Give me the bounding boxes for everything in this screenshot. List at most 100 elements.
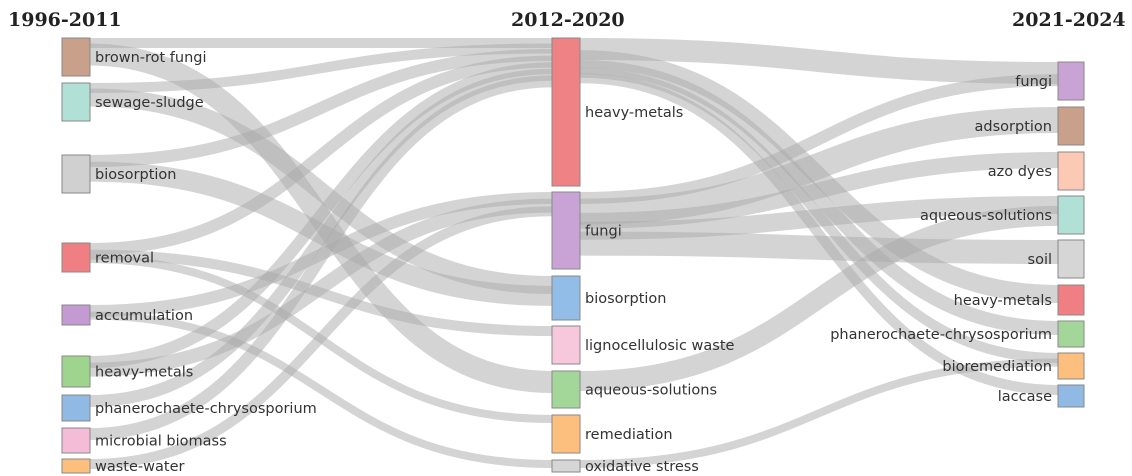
flow-c0-biosorption-to-c1-biosorption — [89, 161, 553, 306]
node-c2-aqueous-solutions: aqueous-solutions — [920, 195, 1085, 235]
node-bar-c1-fungi — [551, 191, 581, 270]
node-c1-remediation: remediation — [551, 414, 673, 454]
node-c1-oxidative-stress: oxidative stress — [551, 459, 699, 475]
node-label-c1-biosorption: biosorption — [585, 291, 666, 307]
flow-c0-removal-to-c1-lignocellulosic-waste — [89, 249, 553, 336]
node-label-c1-aqueous-solutions: aqueous-solutions — [585, 383, 717, 399]
node-label-c1-fungi: fungi — [585, 224, 622, 240]
node-bar-c2-azo-dyes — [1057, 151, 1085, 191]
flow-c0-accumulation-to-c1-oxidative-stress — [89, 311, 553, 468]
column-title-2: 2012-2020 — [511, 9, 625, 31]
node-c0-heavy-metals: heavy-metals — [61, 355, 193, 388]
node-bar-c2-bioremediation — [1057, 352, 1085, 380]
node-bar-c2-phanerochaete-chrysosporium — [1057, 320, 1085, 348]
flow-c1-heavy-metals-to-c2-laccase — [579, 73, 1059, 395]
flow-c1-fungi-to-c2-adsorption — [579, 107, 1059, 225]
node-bar-c0-waste-water — [61, 458, 91, 474]
flow-c1-oxidative-stress-to-c2-bioremediation — [579, 358, 1059, 468]
node-c2-bioremediation: bioremediation — [942, 352, 1085, 380]
flow-c1-heavy-metals-to-c2-fungi — [579, 38, 1059, 84]
node-label-c2-azo-dyes: azo dyes — [988, 164, 1052, 180]
node-bar-c0-removal — [61, 242, 91, 273]
node-label-c0-brown-rot-fungi: brown-rot fungi — [95, 50, 207, 66]
node-c2-azo-dyes: azo dyes — [988, 151, 1085, 191]
node-bar-c0-microbial-biomass — [61, 427, 91, 454]
node-c0-removal: removal — [61, 242, 154, 273]
node-label-c0-sewage-sludge: sewage-sludge — [95, 95, 204, 111]
node-bar-c1-remediation — [551, 414, 581, 454]
node-c1-lignocellulosic-waste: lignocellulosic waste — [551, 325, 735, 365]
node-label-c0-biosorption: biosorption — [95, 167, 176, 183]
node-label-c2-fungi: fungi — [1015, 74, 1052, 90]
node-c0-phanerochaete-chrysosporium: phanerochaete-chrysosporium — [61, 394, 317, 422]
node-bar-c1-biosorption — [551, 275, 581, 321]
node-label-c0-heavy-metals: heavy-metals — [95, 365, 193, 381]
flow-c0-brown-rot-fungi-to-c1-aqueous-solutions — [89, 43, 553, 393]
column-titles: 1996-2011 2012-2020 2021-2024 — [8, 9, 1126, 31]
node-c2-laccase: laccase — [998, 384, 1085, 408]
flow-layer — [89, 37, 1059, 469]
column-title-1: 1996-2011 — [8, 9, 122, 31]
flow-c0-biosorption-to-c1-heavy-metals — [89, 49, 553, 167]
node-c2-heavy-metals: heavy-metals — [954, 284, 1085, 316]
node-label-c2-aqueous-solutions: aqueous-solutions — [920, 208, 1052, 224]
flow-c1-fungi-to-c2-aqueous-solutions — [579, 196, 1059, 240]
flow-c1-aqueous-solutions-to-c2-aqueous-solutions — [579, 205, 1059, 391]
node-label-c2-bioremediation: bioremediation — [942, 359, 1052, 375]
node-c2-soil: soil — [1028, 239, 1085, 279]
node-c0-accumulation: accumulation — [61, 304, 193, 326]
node-c0-waste-water: waste-water — [61, 458, 184, 475]
node-bar-c2-laccase — [1057, 384, 1085, 408]
node-c1-aqueous-solutions: aqueous-solutions — [551, 370, 717, 409]
flow-c1-fungi-to-c2-azo-dyes — [579, 152, 1059, 229]
node-label-c1-remediation: remediation — [585, 427, 673, 443]
node-label-c2-phanerochaete-chrysosporium: phanerochaete-chrysosporium — [830, 327, 1052, 343]
column-title-3: 2021-2024 — [1012, 9, 1126, 31]
node-c1-biosorption: biosorption — [551, 275, 666, 321]
node-label-c0-removal: removal — [95, 251, 154, 267]
node-label-c2-heavy-metals: heavy-metals — [954, 293, 1052, 309]
node-bar-c0-sewage-sludge — [61, 82, 91, 122]
node-c0-sewage-sludge: sewage-sludge — [61, 82, 204, 122]
node-label-c0-accumulation: accumulation — [95, 308, 193, 324]
node-bar-c0-accumulation — [61, 304, 91, 326]
node-label-c2-laccase: laccase — [998, 389, 1052, 405]
node-label-c1-oxidative-stress: oxidative stress — [585, 459, 699, 475]
node-bar-c0-phanerochaete-chrysosporium — [61, 394, 91, 422]
node-layer: brown-rot fungi sewage-sludge biosorption r… — [61, 37, 1085, 475]
node-bar-c2-soil — [1057, 239, 1085, 279]
flow-c0-removal-to-c1-heavy-metals — [89, 55, 553, 255]
node-label-c1-heavy-metals: heavy-metals — [585, 105, 683, 121]
node-bar-c2-adsorption — [1057, 106, 1085, 146]
node-c1-fungi: fungi — [551, 191, 622, 270]
node-label-c0-phanerochaete-chrysosporium: phanerochaete-chrysosporium — [95, 401, 317, 417]
node-label-c2-adsorption: adsorption — [975, 119, 1052, 135]
node-c2-adsorption: adsorption — [975, 106, 1085, 146]
node-label-c0-waste-water: waste-water — [95, 459, 184, 475]
node-label-c1-lignocellulosic-waste: lignocellulosic waste — [585, 338, 735, 354]
flow-c0-sewage-sludge-to-c1-heavy-metals — [89, 43, 553, 93]
node-c0-microbial-biomass: microbial biomass — [61, 427, 227, 454]
node-bar-c0-heavy-metals — [61, 355, 91, 388]
node-c0-biosorption: biosorption — [61, 154, 176, 194]
flow-c0-sewage-sludge-to-c1-biosorption — [89, 88, 553, 294]
flow-c1-fungi-to-c2-fungi — [579, 74, 1059, 204]
node-bar-c2-fungi — [1057, 61, 1085, 101]
node-bar-c0-brown-rot-fungi — [61, 37, 91, 77]
node-bar-c2-aqueous-solutions — [1057, 195, 1085, 235]
node-bar-c1-aqueous-solutions — [551, 370, 581, 409]
node-c2-fungi: fungi — [1015, 61, 1085, 101]
node-bar-c1-lignocellulosic-waste — [551, 325, 581, 365]
flow-c0-removal-to-c1-remediation — [89, 255, 553, 423]
node-bar-c1-heavy-metals — [551, 37, 581, 187]
node-bar-c1-oxidative-stress — [551, 459, 581, 473]
flow-c1-fungi-to-c2-soil — [579, 231, 1059, 264]
node-bar-c2-heavy-metals — [1057, 284, 1085, 316]
node-bar-c0-biosorption — [61, 154, 91, 194]
node-c0-brown-rot-fungi: brown-rot fungi — [61, 37, 207, 77]
node-c1-heavy-metals: heavy-metals — [551, 37, 683, 187]
flow-c0-microbial-biomass-to-c1-heavy-metals — [89, 75, 553, 440]
node-c2-phanerochaete-chrysosporium: phanerochaete-chrysosporium — [830, 320, 1085, 348]
node-label-c0-microbial-biomass: microbial biomass — [95, 434, 227, 450]
